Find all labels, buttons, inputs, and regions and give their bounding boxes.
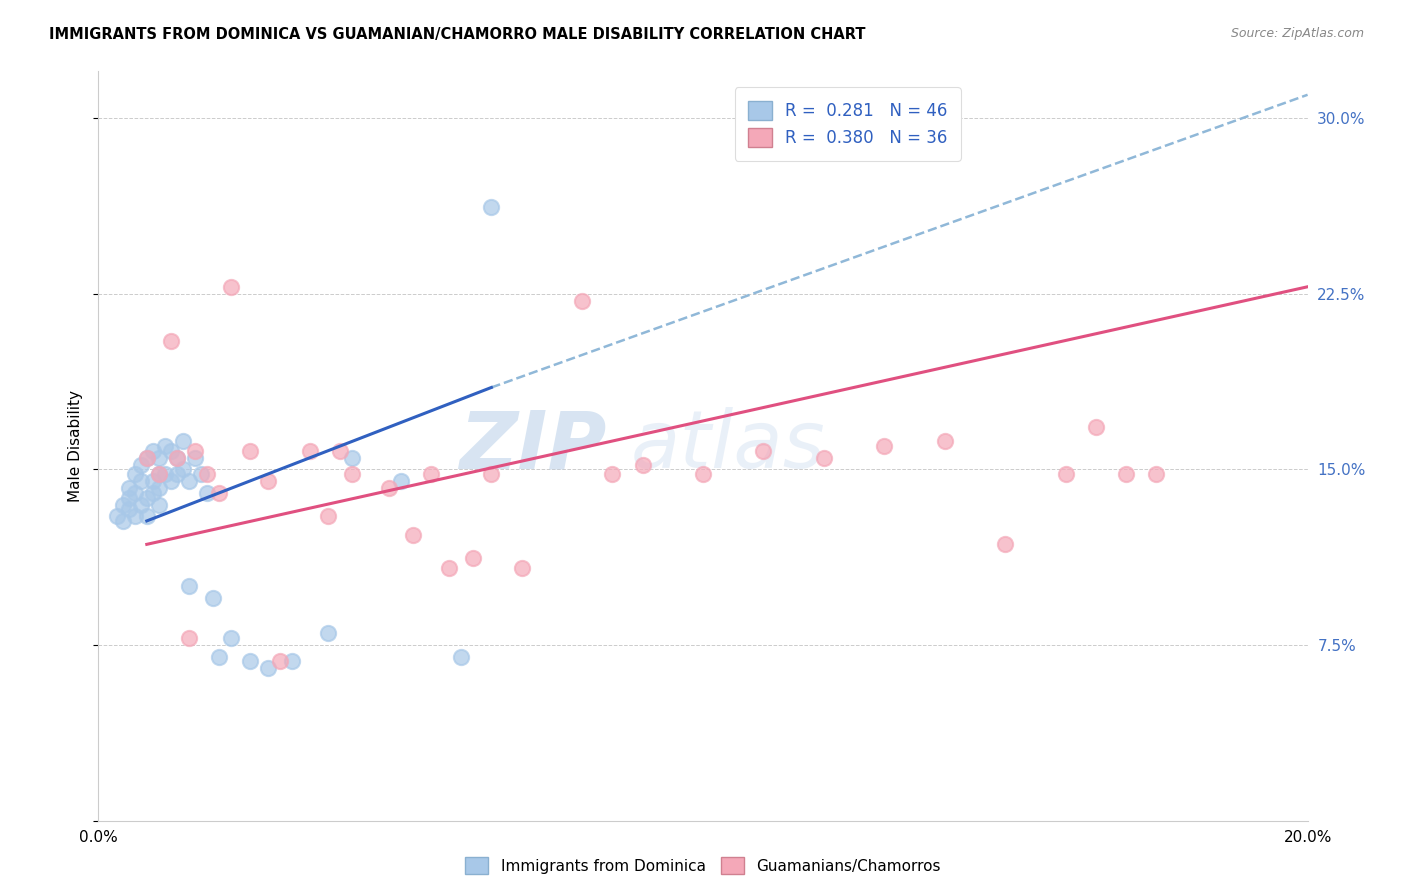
Point [124,485,146,500]
Point [208,485,231,500]
Point [316,626,339,640]
Point [184,443,207,458]
Point [571,293,593,308]
Point [281,655,304,669]
Text: ZIP: ZIP [458,407,606,485]
Point [316,509,339,524]
Point [179,580,201,594]
Point [481,200,503,214]
Point [118,481,141,495]
Point [105,509,128,524]
Point [269,655,291,669]
Point [142,485,165,500]
Point [160,443,183,458]
Point [752,443,775,458]
Point [299,443,322,458]
Point [1115,467,1137,482]
Point [111,498,134,512]
Point [166,450,188,465]
Point [148,498,170,512]
Point [190,467,212,482]
Point [813,450,835,465]
Point [342,467,364,482]
Point [450,649,472,664]
Point [184,450,207,465]
Point [239,655,262,669]
Point [256,661,278,675]
Point [420,467,443,482]
Point [135,450,157,465]
Point [402,528,425,542]
Point [160,474,183,488]
Point [166,467,188,482]
Point [342,450,364,465]
Point [142,474,165,488]
Point [934,434,956,449]
Point [463,551,485,566]
Point [195,485,218,500]
Point [142,443,165,458]
Point [239,443,262,458]
Point [135,509,157,524]
Text: IMMIGRANTS FROM DOMINICA VS GUAMANIAN/CHAMORRO MALE DISABILITY CORRELATION CHART: IMMIGRANTS FROM DOMINICA VS GUAMANIAN/CH… [49,27,866,42]
Point [221,280,243,294]
Point [148,450,170,465]
Point [631,458,654,472]
Point [148,467,170,482]
Point [389,474,412,488]
Point [153,439,176,453]
Point [437,561,460,575]
Point [124,467,146,482]
Point [160,334,183,348]
Point [994,537,1017,551]
Point [208,649,231,664]
Point [148,467,170,482]
Point [329,443,352,458]
Point [202,591,225,606]
Point [166,450,188,465]
Legend: Immigrants from Dominica, Guamanians/Chamorros: Immigrants from Dominica, Guamanians/Cha… [460,851,946,880]
Point [602,467,624,482]
Point [179,474,201,488]
Point [172,434,194,449]
Point [221,631,243,645]
Point [481,467,503,482]
Point [256,474,278,488]
Point [129,498,152,512]
Y-axis label: Male Disability: Male Disability [67,390,83,502]
Point [510,561,533,575]
Point [129,458,152,472]
Text: Source: ZipAtlas.com: Source: ZipAtlas.com [1230,27,1364,40]
Point [135,450,157,465]
Point [129,474,152,488]
Point [148,481,170,495]
Point [118,502,141,516]
Point [195,467,218,482]
Point [692,467,714,482]
Text: atlas: atlas [630,407,825,485]
Point [1085,420,1108,434]
Legend: R =  0.281   N = 46, R =  0.380   N = 36: R = 0.281 N = 46, R = 0.380 N = 36 [735,87,960,161]
Point [1054,467,1077,482]
Point [153,467,176,482]
Point [111,514,134,528]
Point [1144,467,1167,482]
Point [124,509,146,524]
Point [135,491,157,505]
Point [118,491,141,505]
Point [873,439,896,453]
Point [377,481,399,495]
Point [179,631,201,645]
Point [172,462,194,476]
